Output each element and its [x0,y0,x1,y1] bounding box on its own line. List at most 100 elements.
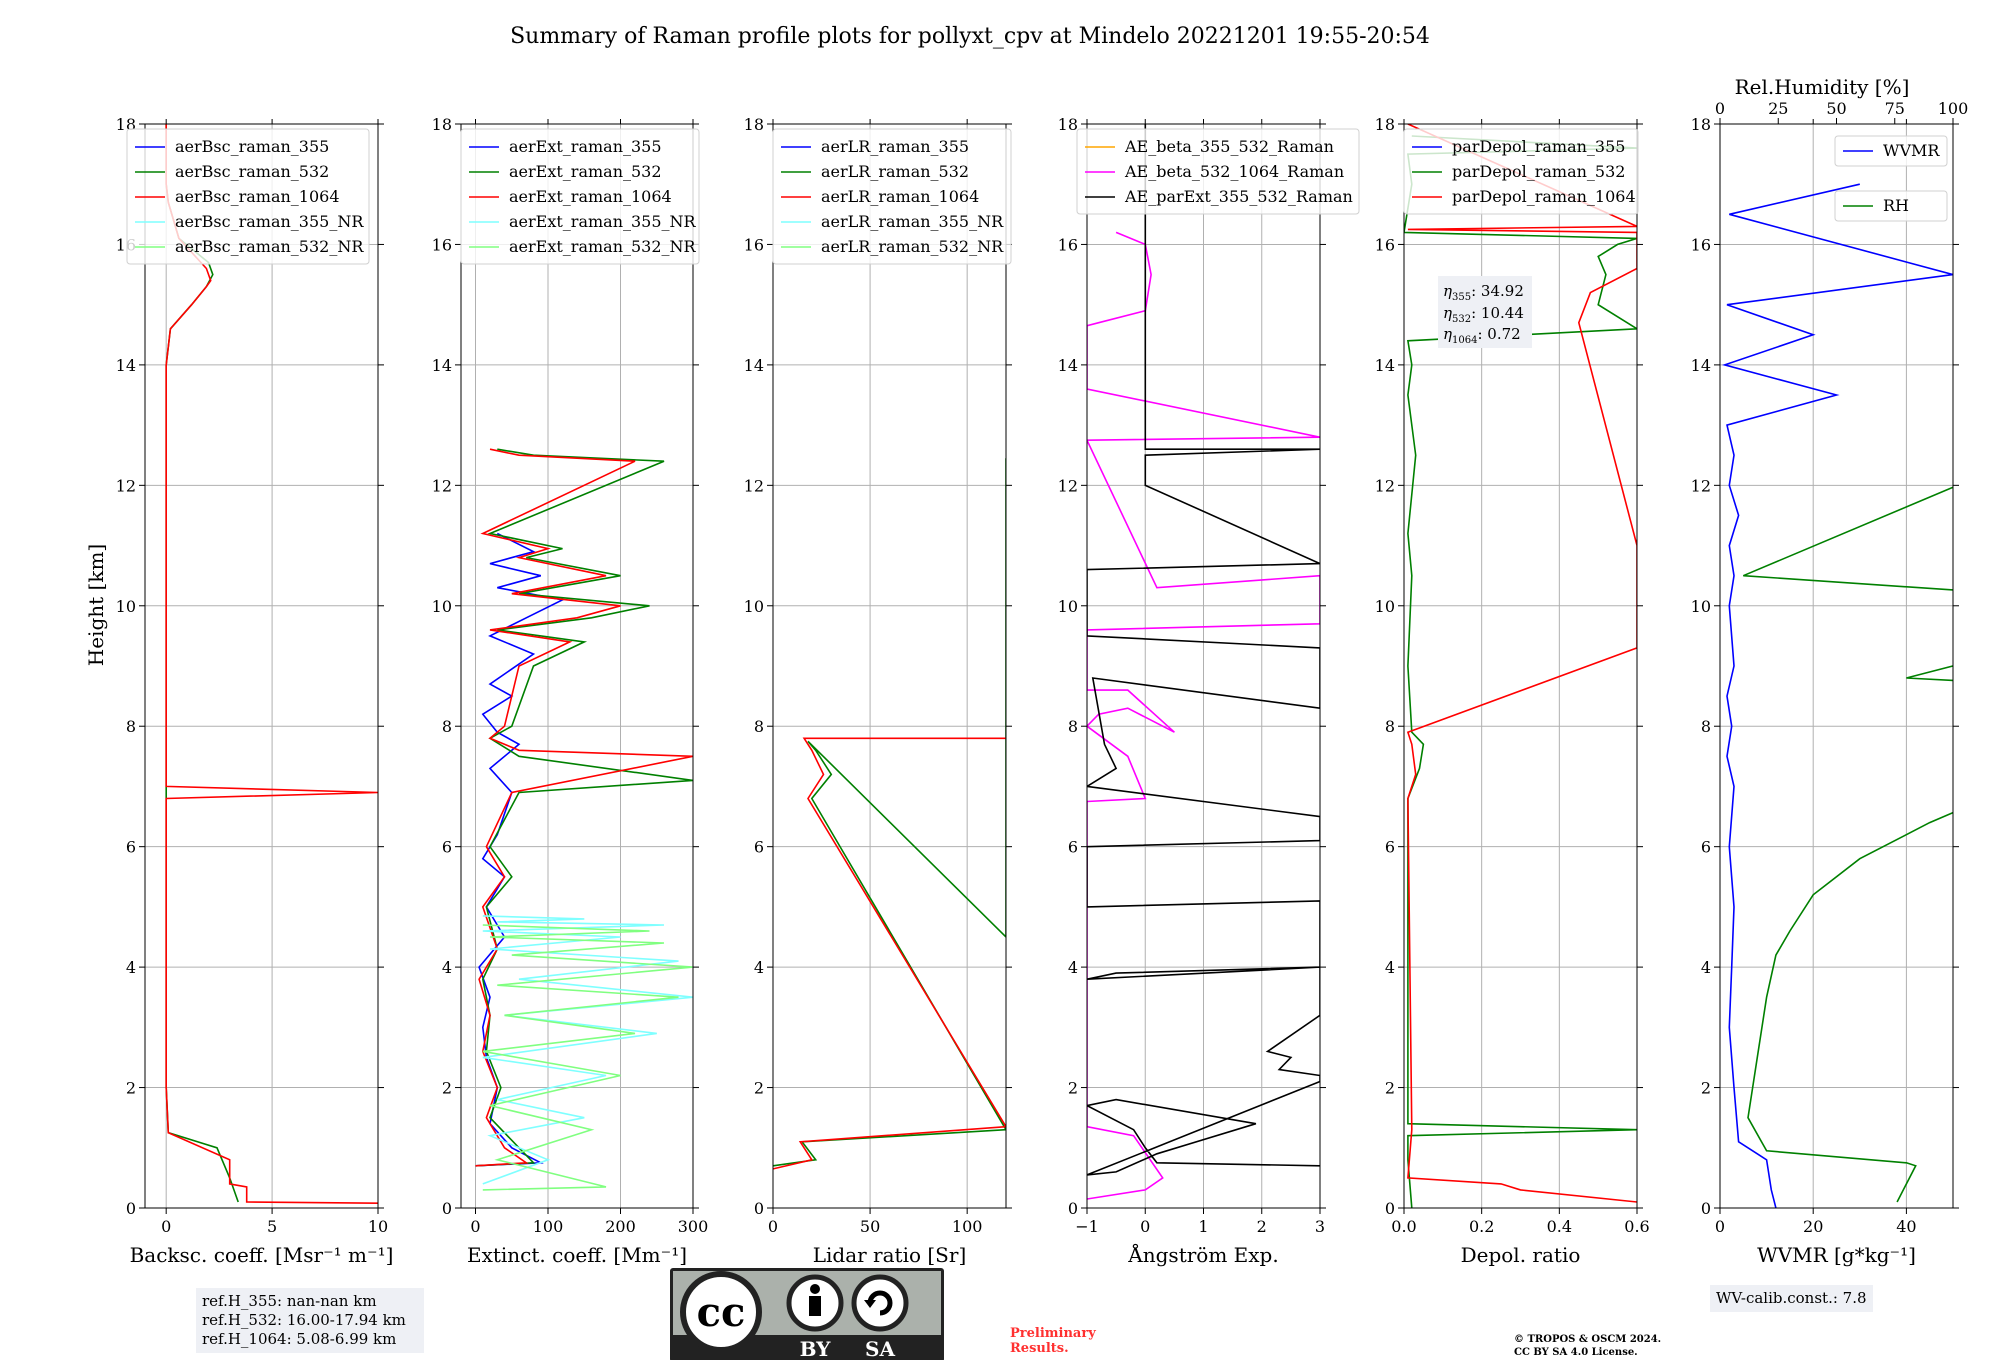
x-axis-label: Extinct. coeff. [Mm⁻¹] [467,1243,687,1267]
legend-label: aerBsc_raman_355 [175,137,329,156]
by-label: BY [800,1337,832,1360]
y-tick-label: 18 [432,115,452,134]
series-line-parDepol_raman_532 [1404,135,1637,1208]
x-tick-label: 0 [1715,1217,1725,1236]
legend-frame [772,128,1012,265]
y-tick-label: 8 [1701,717,1711,736]
x2-tick-label: 25 [1768,99,1788,118]
legend-label: RH [1883,196,1909,215]
x-tick-label: 3 [1315,1217,1325,1236]
legend-label: AE_beta_355_532_Raman [1124,137,1334,156]
legend-label: aerLR_raman_532 [821,162,969,181]
legend-frame [126,128,370,265]
y-tick-label: 18 [1691,115,1711,134]
x-tick-label: 100 [533,1217,564,1236]
y-tick-label: 10 [744,597,764,616]
x2-tick-label: 100 [1938,99,1969,118]
y-tick-label: 2 [1701,1079,1711,1098]
legend-label: parDepol_raman_532 [1452,162,1625,181]
x-tick-label: 100 [952,1217,983,1236]
series-group [1087,124,1320,1200]
legend-label: aerExt_raman_355_NR [509,212,697,231]
y-tick-label: 16 [1058,235,1078,254]
x-tick-label: 5 [267,1217,277,1236]
x2-tick-label: 75 [1885,99,1905,118]
legend-frame [1403,128,1639,215]
legend-frame [460,128,700,265]
legend-label: parDepol_raman_1064 [1452,187,1636,206]
y-tick-label: 8 [754,717,764,736]
y-tick-label: 12 [432,476,452,495]
x-tick-label: −1 [1075,1217,1099,1236]
y-tick-label: 2 [1385,1079,1395,1098]
ref-height-1064: ref.H_1064: 5.08-6.99 km [202,1330,397,1348]
series-line-aerExt_raman_532_NR [482,924,693,1191]
y-tick-label: 14 [1058,356,1078,375]
series-line-AE_parExt_355_532_Raman [1087,124,1320,1176]
y-tick-label: 18 [744,115,764,134]
panel-3: 0 50 100 0 2 4 6 8 10 12 14 16 18 Lidar ratio [Sr] aer… [744,115,1012,1267]
y-tick-label: 8 [1385,717,1395,736]
sa-icon [851,1274,909,1332]
y-tick-label: 6 [442,838,452,857]
y-tick-label: 10 [1375,597,1395,616]
y-tick-label: 0 [126,1199,136,1218]
eta-532: η532: 10.44 [1443,304,1524,325]
x-axis-label: Depol. ratio [1461,1243,1581,1267]
x-axis-label: WVMR [g*kg⁻¹] [1757,1243,1916,1267]
x2-axis-label: Rel.Humidity [%] [1735,75,1910,99]
x-tick-label: 0.4 [1547,1217,1572,1236]
y-tick-label: 10 [432,597,452,616]
series-line-aerLR_raman_532 [773,458,1006,1167]
legend: aerBsc_raman_355 aerBsc_raman_532 aerBsc_r… [126,128,370,265]
y-tick-label: 6 [1385,838,1395,857]
cc-license-logo: cc BY SA [670,1268,944,1360]
ref-height-355: ref.H_355: nan-nan km [202,1292,377,1310]
legend-label: aerBsc_raman_1064 [175,187,340,206]
y-tick-label: 8 [1068,717,1078,736]
x-tick-label: 0 [768,1217,778,1236]
y-tick-label: 16 [1691,235,1711,254]
legend-label: WVMR [1883,141,1940,160]
legend-label: aerExt_raman_532 [509,162,662,181]
y-tick-label: 14 [744,356,764,375]
x-tick-label: 200 [605,1217,636,1236]
y-tick-label: 18 [1375,115,1395,134]
legend-label: aerLR_raman_1064 [821,187,979,206]
legend-label: aerBsc_raman_532 [175,162,329,181]
y-tick-label: 16 [1375,235,1395,254]
y-tick-label: 10 [1058,597,1078,616]
y-tick-label: 14 [116,356,136,375]
axes-frame [144,123,379,1209]
legend: aerLR_raman_355 aerLR_raman_532 aerLR_rama… [772,128,1012,265]
y-tick-label: 12 [116,476,136,495]
y-tick-label: 18 [1058,115,1078,134]
series-line-aerExt_raman_355_NR [482,915,693,1185]
ref-height-box: ref.H_355: nan-nan km ref.H_532: 16.00-1… [196,1288,424,1353]
x-tick-label: 1 [1198,1217,1208,1236]
series-line-parDepol_raman_1064 [1406,124,1637,1203]
legend: parDepol_raman_355 parDepol_raman_532 parD… [1403,128,1639,215]
series-line-aerExt_raman_1064 [475,448,693,1167]
legend-label: aerBsc_raman_355_NR [175,212,364,231]
y-tick-label: 0 [1385,1199,1395,1218]
panel-5: 0.0 0.2 0.4 0.6 0 2 4 6 8 10 12 14 16 18 Depol. ratio p… [1375,115,1650,1267]
x-tick-label: 300 [678,1217,709,1236]
y-tick-label: 12 [1375,476,1395,495]
y-tick-label: 6 [1068,838,1078,857]
series-group [1404,124,1637,1208]
y-tick-label: 12 [1058,476,1078,495]
copyright-line2: CC BY SA 4.0 License. [1514,1347,1638,1358]
legend-label: AE_beta_532_1064_Raman [1124,162,1344,181]
legend-label: aerLR_raman_532_NR [821,237,1004,256]
x-tick-label: 2 [1257,1217,1267,1236]
axes-frame [772,123,1007,1209]
preliminary-line1: Preliminary [1010,1326,1096,1341]
series-line-aerExt_raman_532 [475,448,693,1167]
legend: AE_beta_355_532_Raman AE_beta_532_1064_Ra… [1076,128,1360,215]
y-tick-label: 14 [1375,356,1395,375]
y-tick-label: 8 [126,717,136,736]
